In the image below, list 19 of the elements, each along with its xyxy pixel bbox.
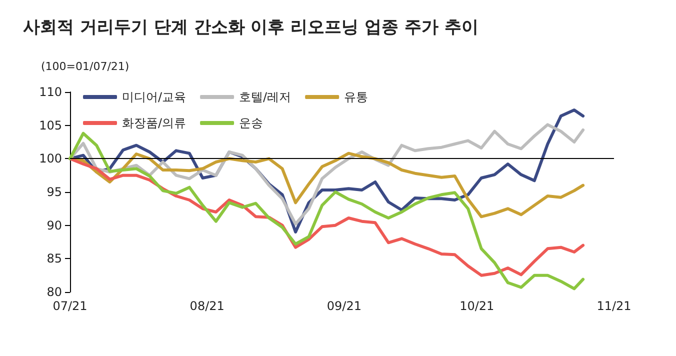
x-tick-label: 10/21 — [460, 299, 494, 313]
y-tick-label: 110 — [39, 85, 62, 99]
y-tick-label: 105 — [39, 118, 62, 132]
chart-subtitle: (100=01/07/21) — [41, 60, 130, 73]
y-tick-label: 80 — [46, 285, 62, 299]
chart-title: 사회적 거리두기 단계 간소화 이후 리오프닝 업종 주가 추이 — [23, 18, 478, 38]
x-tick-label: 07/21 — [52, 299, 88, 313]
legend-label: 운송 — [239, 116, 264, 130]
legend-label: 화장품/의류 — [122, 116, 186, 130]
x-tick-label: 09/21 — [326, 299, 362, 313]
legend-label: 호텔/레저 — [239, 90, 292, 104]
legend-label: 유통 — [344, 90, 368, 104]
y-tick-label: 90 — [46, 218, 62, 232]
x-tick-label: 11/21 — [596, 299, 632, 313]
y-tick-label: 95 — [46, 185, 62, 199]
x-tick-label: 08/21 — [190, 299, 224, 313]
y-tick-label: 85 — [46, 252, 62, 266]
y-tick-label: 100 — [39, 152, 62, 166]
legend-label: 미디어/교육 — [122, 90, 186, 104]
